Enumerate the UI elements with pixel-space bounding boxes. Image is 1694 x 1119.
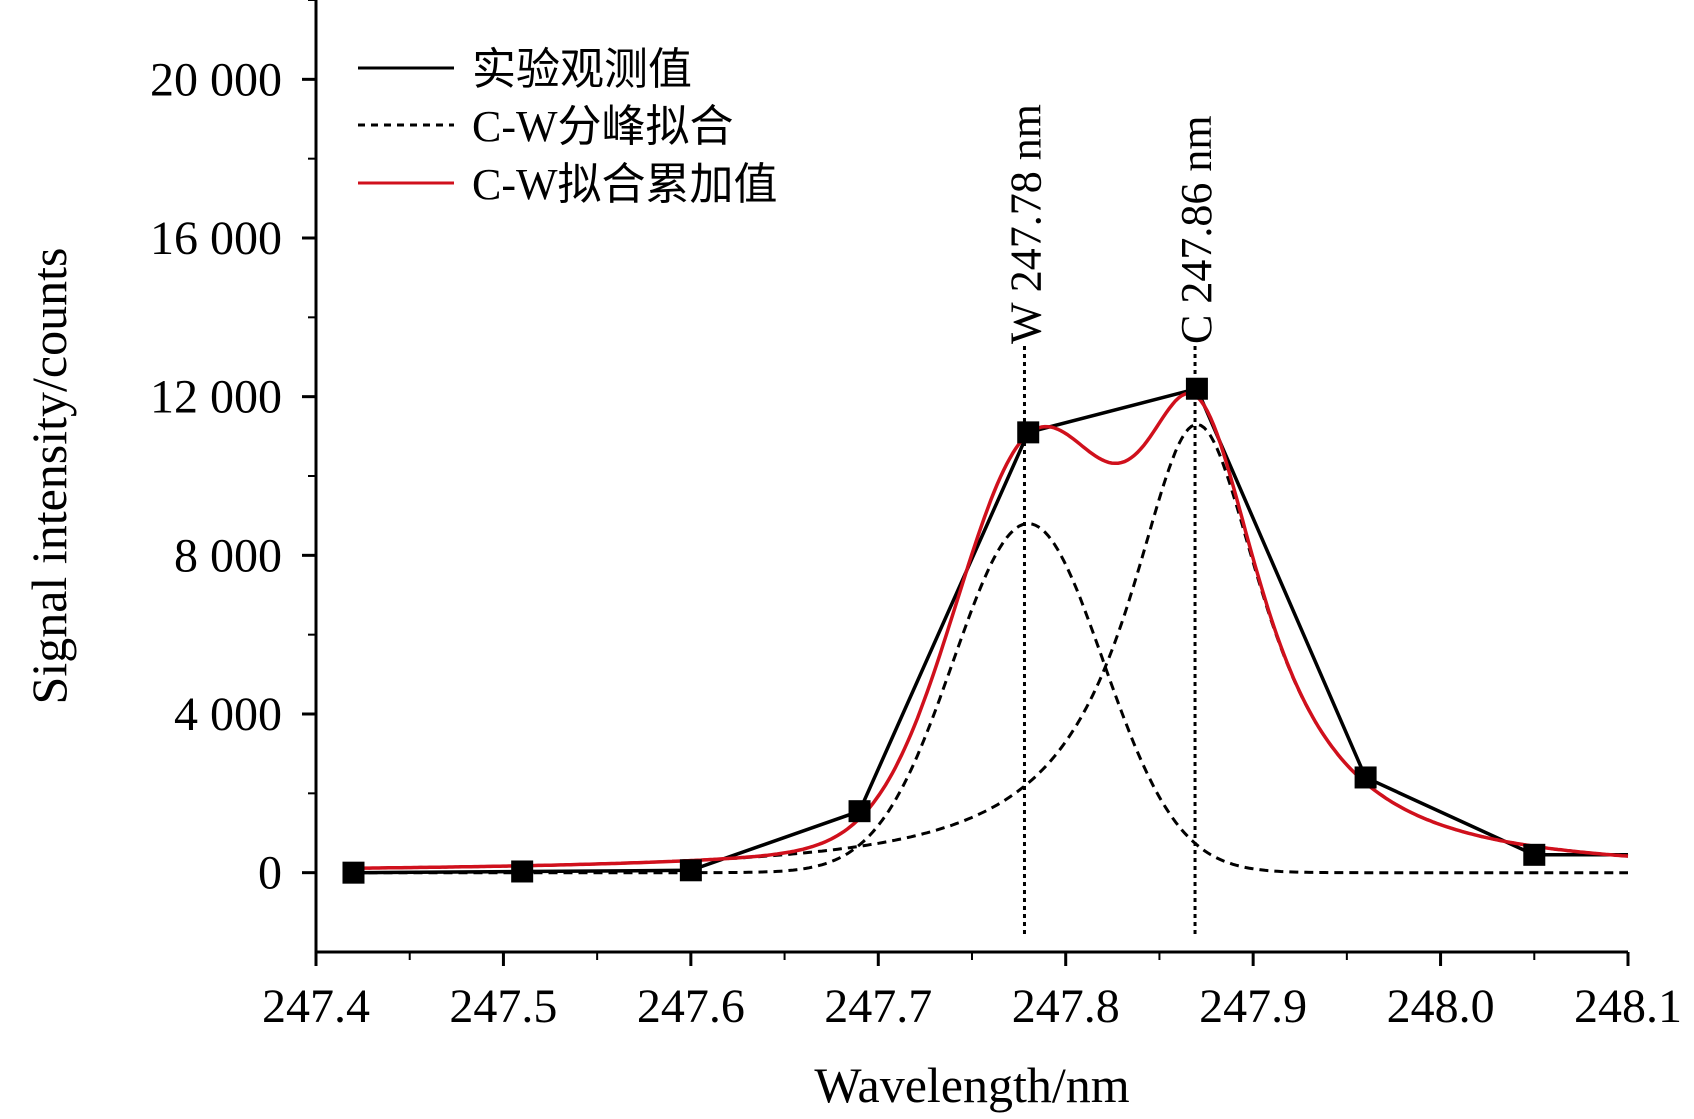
x-tick-label: 248.1 (1574, 980, 1682, 1033)
y-tick-label: 4 000 (174, 688, 282, 741)
legend: 实验观测值 C-W分峰拟合 C-W拟合累加值 (358, 45, 778, 209)
x-tick-label: 247.5 (449, 980, 557, 1033)
x-tick-label: 248.0 (1387, 980, 1495, 1033)
sum-fit-curve (353, 391, 1629, 870)
legend-label: 实验观测值 (472, 45, 692, 94)
y-tick-label: 12 000 (150, 371, 282, 424)
legend-label: C-W拟合累加值 (472, 160, 778, 209)
plot-area: W 247.78 nm C 247.86 nm (342, 104, 1629, 935)
observed-marker (1523, 843, 1546, 866)
observed-marker (342, 861, 365, 884)
peak-label: W 247.78 nm (1001, 104, 1050, 344)
x-tick-label: 247.8 (1012, 980, 1120, 1033)
observed-marker (1185, 377, 1208, 400)
x-tick-label: 247.9 (1199, 980, 1307, 1033)
observed-marker (511, 860, 534, 883)
x-tick-label: 247.7 (824, 980, 932, 1033)
observed-marker (679, 859, 702, 882)
y-tick-label: 20 000 (150, 53, 282, 106)
x-axis-title: Wavelength/nm (814, 1057, 1129, 1113)
y-axis-title: Signal intensity/counts (21, 248, 77, 705)
c-component-curve (353, 422, 1629, 870)
x-tick-label: 247.4 (262, 980, 370, 1033)
observed-marker (848, 800, 871, 823)
observed-marker (1354, 766, 1377, 789)
x-tick-label: 247.6 (637, 980, 745, 1033)
observed-line (353, 386, 1628, 875)
observed-marker (1017, 421, 1040, 444)
y-tick-label: 0 (258, 847, 282, 900)
peak-label: C 247.86 nm (1172, 115, 1221, 344)
w-component-curve (353, 522, 1628, 875)
axes: 247.4 247.5 247.6 247.7 247.8 247.9 248.0 248.1… (150, 0, 1682, 1033)
y-tick-label: 8 000 (174, 529, 282, 582)
y-tick-label: 16 000 (150, 212, 282, 265)
legend-label: C-W分峰拟合 (472, 102, 734, 151)
